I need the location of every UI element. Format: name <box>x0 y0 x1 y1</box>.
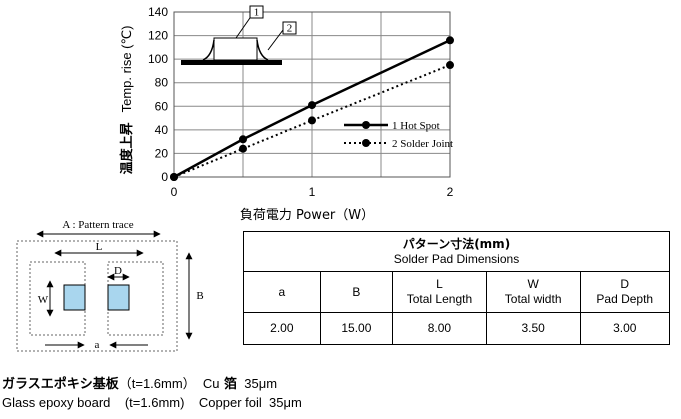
component-inset-drawing: 1 2 <box>181 5 297 65</box>
inset-callout-2-label: 2 <box>287 23 293 35</box>
legend-label-solder-joint: 2 Solder Joint <box>392 138 453 150</box>
table-value-w: 3.50 <box>485 312 581 345</box>
table-header-w: W Total width <box>485 271 581 313</box>
data-point <box>446 36 454 45</box>
inset-callout-1-line <box>235 14 253 39</box>
board-name-jp: ガラスエポキシ基板 <box>2 377 119 392</box>
foil-label-jp: 箔 <box>219 377 238 392</box>
inset-right-fillet <box>256 39 269 61</box>
x-axis-ticks: 0 1 2 <box>171 185 454 199</box>
y-axis-label-jp: 温度上昇 <box>119 122 135 174</box>
plot-frame <box>173 11 451 178</box>
table-value-d: 3.00 <box>579 312 671 345</box>
board-spec-jp: ガラスエポキシ基板（t=1.6mm） Cu 箔 35μm <box>2 373 277 392</box>
inset-left-fillet <box>202 39 215 61</box>
y-tick-label: 120 <box>148 29 168 43</box>
table-header-d: D Pad Depth <box>579 271 671 313</box>
inset-board <box>181 60 282 65</box>
series-line-hot-spot <box>173 39 451 179</box>
x-tick-label: 1 <box>309 185 316 199</box>
dimension-l-label: L <box>96 241 103 253</box>
legend-marker-hot-spot <box>362 121 370 129</box>
inset-component-body <box>213 37 258 61</box>
foil-thickness-jp: 35μm <box>237 376 278 391</box>
chart-series <box>170 36 454 181</box>
data-point <box>308 101 316 110</box>
data-point <box>170 173 178 181</box>
y-tick-label: 40 <box>155 123 169 137</box>
copper-label-jp: Cu <box>195 376 220 391</box>
y-tick-label: 20 <box>155 146 169 160</box>
board-thickness-en: (t=1.6mm) <box>110 395 185 410</box>
table-value-l: 8.00 <box>392 312 487 345</box>
y-tick-label: 140 <box>148 5 168 19</box>
y-tick-label: 80 <box>155 76 169 90</box>
table-header-l: L Total Length <box>392 271 487 313</box>
x-axis-label: 負荷電力 Power（W） <box>240 208 374 223</box>
table-header-a: a <box>243 271 321 313</box>
board-spec-en: Glass epoxy board (t=1.6mm) Copper foil … <box>2 395 302 410</box>
chart-legend: 1 Hot Spot 2 Solder Joint <box>344 120 453 150</box>
dimension-b-label: B <box>196 290 203 302</box>
board-name-en: Glass epoxy board <box>2 395 111 410</box>
table-title-en: Solder Pad Dimensions <box>393 251 520 266</box>
y-tick-label: 60 <box>155 99 169 113</box>
y-axis-label: 温度上昇 Temp. rise (℃) <box>119 26 135 175</box>
board-thickness-jp: （t=1.6mm） <box>118 376 196 391</box>
temperature-rise-chart: 0 20 40 60 80 100 120 140 0 1 2 1 2 1 Hot Spot 2 … <box>119 5 454 223</box>
inset-callout-1-label: 1 <box>254 7 260 19</box>
copper-foil-en: Copper foil 35μm <box>184 395 302 410</box>
table-header-b: B <box>319 271 394 313</box>
y-axis-label-en: Temp. rise (℃) <box>119 26 134 113</box>
inset-callout-2-line <box>267 29 284 51</box>
inset-callout-1-box <box>249 5 264 19</box>
legend-marker-solder-joint <box>362 139 370 147</box>
data-point <box>446 61 454 70</box>
pattern-trace-outline <box>16 240 178 352</box>
table-title-jp: パターン寸法(mm) <box>402 236 511 251</box>
table-value-a: 2.00 <box>243 312 321 345</box>
legend-label-hot-spot: 1 Hot Spot <box>392 120 440 132</box>
left-pad <box>63 284 86 311</box>
y-tick-label: 100 <box>148 52 168 66</box>
dimension-a-label: a <box>95 339 100 351</box>
pad-layout-figure: A : Pattern trace L D W B a <box>16 219 204 352</box>
inset-callout-2-box <box>282 21 297 35</box>
y-tick-label: 0 <box>161 170 168 184</box>
x-tick-label: 2 <box>447 185 454 199</box>
y-axis-ticks: 0 20 40 60 80 100 120 140 <box>148 5 168 184</box>
x-tick-label: 0 <box>171 185 178 199</box>
table-value-b: 15.00 <box>319 312 394 345</box>
table-title-cell: パターン寸法(mm) Solder Pad Dimensions <box>243 231 670 272</box>
dimension-d-label: D <box>114 265 122 277</box>
data-point <box>239 144 247 153</box>
right-pad <box>107 284 130 311</box>
pattern-trace-label: A : Pattern trace <box>62 219 133 231</box>
solder-pad-dimensions-table: パターン寸法(mm) Solder Pad Dimensions a B L To… <box>243 231 671 345</box>
dimension-w-label: W <box>38 294 49 306</box>
data-point <box>239 135 247 144</box>
data-point <box>308 116 316 125</box>
chart-grid <box>173 11 451 178</box>
